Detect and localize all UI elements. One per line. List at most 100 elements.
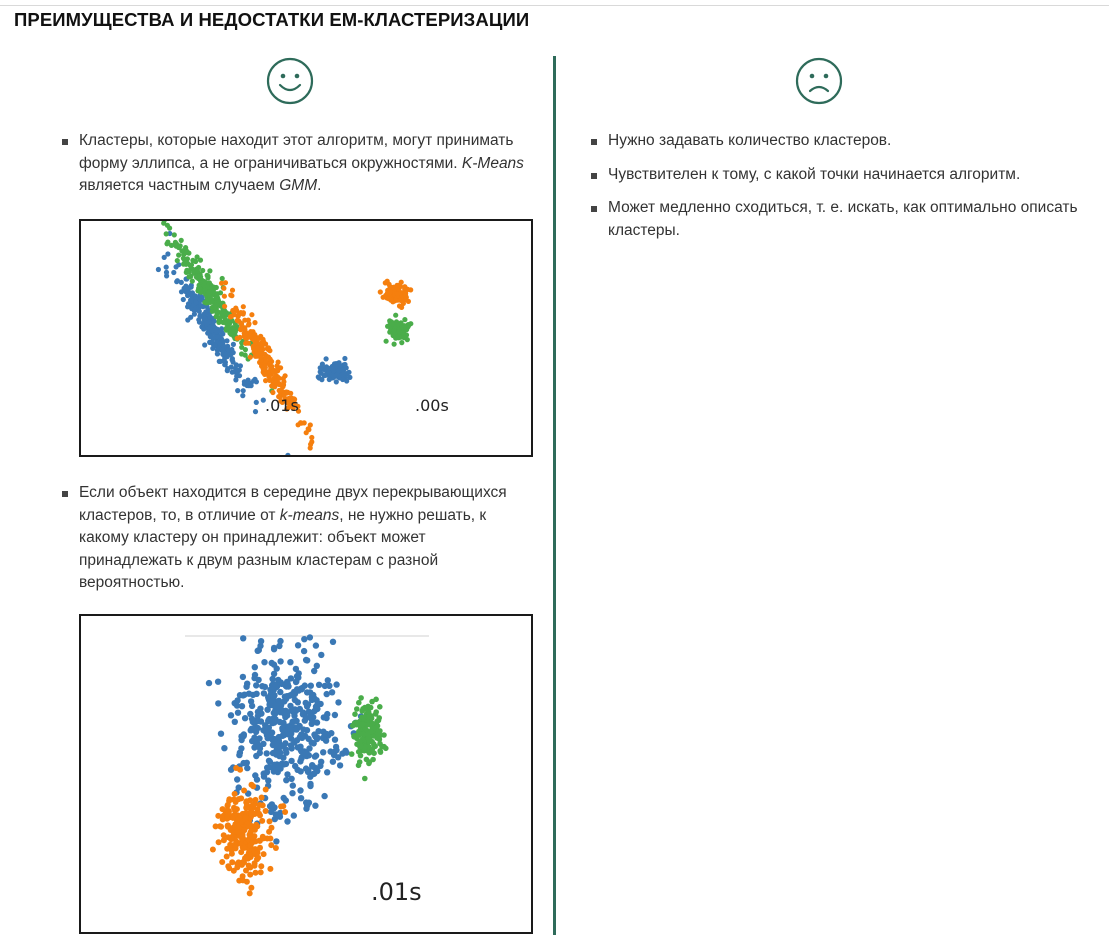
timing-label-left: .01s xyxy=(265,396,299,415)
scatter-point xyxy=(259,795,265,801)
scatter-point xyxy=(230,815,236,821)
scatter-point xyxy=(250,803,256,809)
scatter-point xyxy=(220,310,225,315)
scatter-point xyxy=(252,664,258,670)
scatter-point xyxy=(324,769,330,775)
scatter-point xyxy=(404,295,409,300)
scatter-point xyxy=(281,698,287,704)
scatter-point xyxy=(309,435,314,440)
scatter-point xyxy=(243,805,249,811)
scatter-point xyxy=(393,286,398,291)
scatter-point xyxy=(298,755,304,761)
scatter-point xyxy=(288,691,294,697)
scatter-point xyxy=(188,315,193,320)
scatter-point xyxy=(271,805,277,811)
scatter-point xyxy=(329,689,335,695)
scatter-point xyxy=(220,276,225,281)
scatter-point xyxy=(269,825,275,831)
scatter-point xyxy=(204,321,209,326)
smiley-face-icon xyxy=(266,57,314,105)
scatter-point xyxy=(349,751,355,757)
scatter-point xyxy=(252,335,257,340)
scatter-point xyxy=(264,732,270,738)
scatter-point xyxy=(253,822,259,828)
scatter-point xyxy=(267,836,273,842)
scatter-point xyxy=(332,712,338,718)
scatter-point xyxy=(250,726,256,732)
scatter-point xyxy=(209,300,214,305)
scatter-point xyxy=(335,699,341,705)
scatter-point xyxy=(240,635,246,641)
sad-face-icon xyxy=(795,57,843,105)
scatter-point xyxy=(296,422,301,427)
scatter-point xyxy=(311,731,317,737)
scatter-point xyxy=(241,788,247,794)
scatter-point xyxy=(302,717,308,723)
scatter-point xyxy=(358,695,364,701)
scatter-point xyxy=(306,800,312,806)
scatter-point xyxy=(294,726,300,732)
scatter-point xyxy=(179,238,184,243)
scatter-point xyxy=(213,823,219,829)
scatter-point xyxy=(283,750,289,756)
scatter-point xyxy=(263,787,269,793)
scatter-point xyxy=(271,694,277,700)
scatter-point xyxy=(232,719,238,725)
scatter-point xyxy=(222,304,227,309)
scatter-point xyxy=(296,670,302,676)
scatter-point xyxy=(302,750,308,756)
scatter-point xyxy=(291,739,297,745)
scatter-point xyxy=(252,772,258,778)
scatter-point xyxy=(248,843,254,849)
scatter-point xyxy=(297,787,303,793)
scatter-point xyxy=(164,241,169,246)
scatter-point xyxy=(263,808,269,814)
scatter-point xyxy=(254,379,259,384)
scatter-point xyxy=(253,682,259,688)
scatter-point xyxy=(289,707,295,713)
scatter-point xyxy=(325,677,331,683)
scatter-point xyxy=(373,709,379,715)
scatter-point xyxy=(337,762,343,768)
scatter-point xyxy=(352,711,358,717)
scatter-point xyxy=(356,700,362,706)
scatter-point xyxy=(304,703,310,709)
scatter-point xyxy=(227,842,233,848)
scatter-point xyxy=(249,703,255,709)
scatter-point xyxy=(224,816,230,822)
scatter-point xyxy=(261,367,266,372)
scatter-point xyxy=(270,369,275,374)
scatter-point xyxy=(251,735,257,741)
scatter-point xyxy=(330,759,336,765)
scatter-point xyxy=(202,279,207,284)
scatter-point xyxy=(221,358,226,363)
scatter-point xyxy=(392,342,397,347)
scatter-point xyxy=(279,681,285,687)
scatter-point xyxy=(175,258,180,263)
scatter-point xyxy=(246,691,252,697)
scatter-point xyxy=(193,268,198,273)
scatter-point xyxy=(287,659,293,665)
scatter-point xyxy=(253,691,259,697)
scatter-point xyxy=(270,390,275,395)
scatter-point xyxy=(291,812,297,818)
scatter-point xyxy=(381,744,387,750)
scatter-point xyxy=(311,740,317,746)
scatter-point xyxy=(308,422,313,427)
scatter-point xyxy=(266,716,272,722)
scatter-point xyxy=(248,355,253,360)
scatter-point xyxy=(218,341,223,346)
scatter-point xyxy=(240,393,245,398)
scatter-point xyxy=(395,291,400,296)
scatter-point xyxy=(258,869,264,875)
scatter-point xyxy=(269,676,275,682)
scatter-point xyxy=(302,682,308,688)
scatter-point xyxy=(297,734,303,740)
scatter-point xyxy=(244,681,250,687)
scatter-point xyxy=(277,381,282,386)
scatter-point xyxy=(298,768,304,774)
scatter-point xyxy=(277,388,282,393)
pros-item-soft-assignment: Если объект находится в середине двух пе… xyxy=(62,482,532,595)
scatter-point xyxy=(402,286,407,291)
scatter-point xyxy=(254,850,260,856)
